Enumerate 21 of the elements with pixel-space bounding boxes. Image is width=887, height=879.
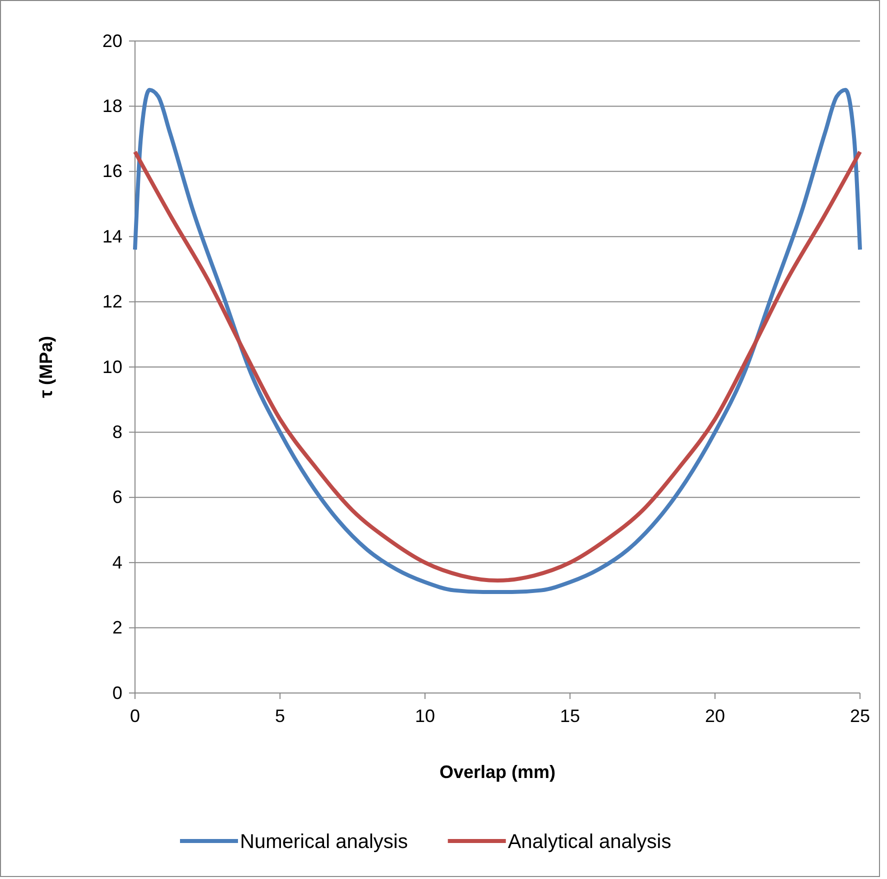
x-tick-label: 25: [850, 706, 870, 726]
y-tick-label: 20: [102, 30, 122, 51]
y-axis-title: τ (MPa): [36, 336, 56, 398]
y-tick-label: 14: [102, 226, 122, 246]
y-tick-label: 0: [112, 682, 122, 703]
x-tick-label: 5: [274, 706, 286, 726]
y-tick-label: 18: [102, 96, 122, 116]
x-tick-label: 20: [704, 706, 726, 726]
y-tick-label: 8: [112, 422, 122, 442]
x-axis-title: Overlap (mm): [439, 762, 556, 782]
legend-label: Analytical analysis: [508, 831, 672, 853]
x-tick-label: 15: [560, 706, 580, 726]
y-tick-label: 12: [102, 292, 122, 312]
legend-label: Numerical analysis: [240, 831, 408, 853]
y-tick-label: 4: [112, 552, 122, 572]
y-tick-label: 2: [112, 618, 122, 638]
y-tick-label: 6: [112, 487, 122, 508]
y-tick-label: 16: [102, 161, 122, 182]
x-tick-label: 10: [414, 706, 436, 726]
y-tick-label: 10: [102, 356, 122, 377]
x-tick-label: 0: [130, 706, 140, 726]
